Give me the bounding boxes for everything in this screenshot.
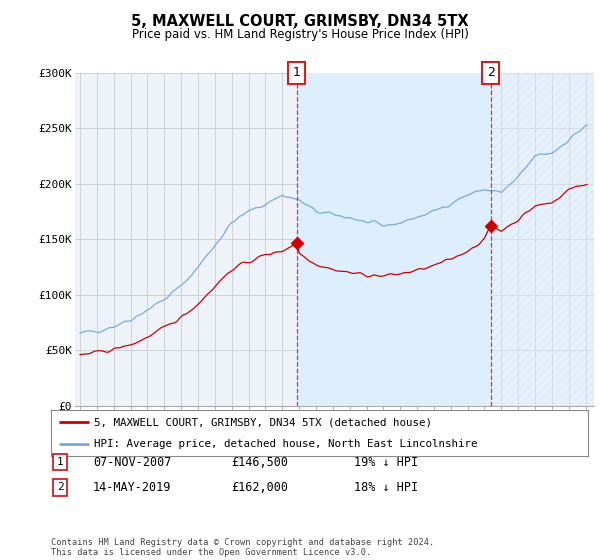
Text: 14-MAY-2019: 14-MAY-2019 (93, 480, 172, 494)
Text: 18% ↓ HPI: 18% ↓ HPI (354, 480, 418, 494)
Text: Price paid vs. HM Land Registry's House Price Index (HPI): Price paid vs. HM Land Registry's House … (131, 28, 469, 41)
Text: 2: 2 (56, 482, 64, 492)
Text: Contains HM Land Registry data © Crown copyright and database right 2024.
This d: Contains HM Land Registry data © Crown c… (51, 538, 434, 557)
Text: £146,500: £146,500 (231, 455, 288, 469)
Text: 5, MAXWELL COURT, GRIMSBY, DN34 5TX: 5, MAXWELL COURT, GRIMSBY, DN34 5TX (131, 14, 469, 29)
Text: HPI: Average price, detached house, North East Lincolnshire: HPI: Average price, detached house, Nort… (94, 440, 478, 450)
Text: 1: 1 (56, 457, 64, 467)
Bar (491, 73, 594, 406)
Bar (296, 73, 491, 406)
Text: 1: 1 (293, 66, 301, 80)
Text: 5, MAXWELL COURT, GRIMSBY, DN34 5TX (detached house): 5, MAXWELL COURT, GRIMSBY, DN34 5TX (det… (94, 417, 432, 427)
Bar (491, 73, 594, 406)
Text: £162,000: £162,000 (231, 480, 288, 494)
Text: 07-NOV-2007: 07-NOV-2007 (93, 455, 172, 469)
Text: 19% ↓ HPI: 19% ↓ HPI (354, 455, 418, 469)
Text: 2: 2 (487, 66, 494, 80)
